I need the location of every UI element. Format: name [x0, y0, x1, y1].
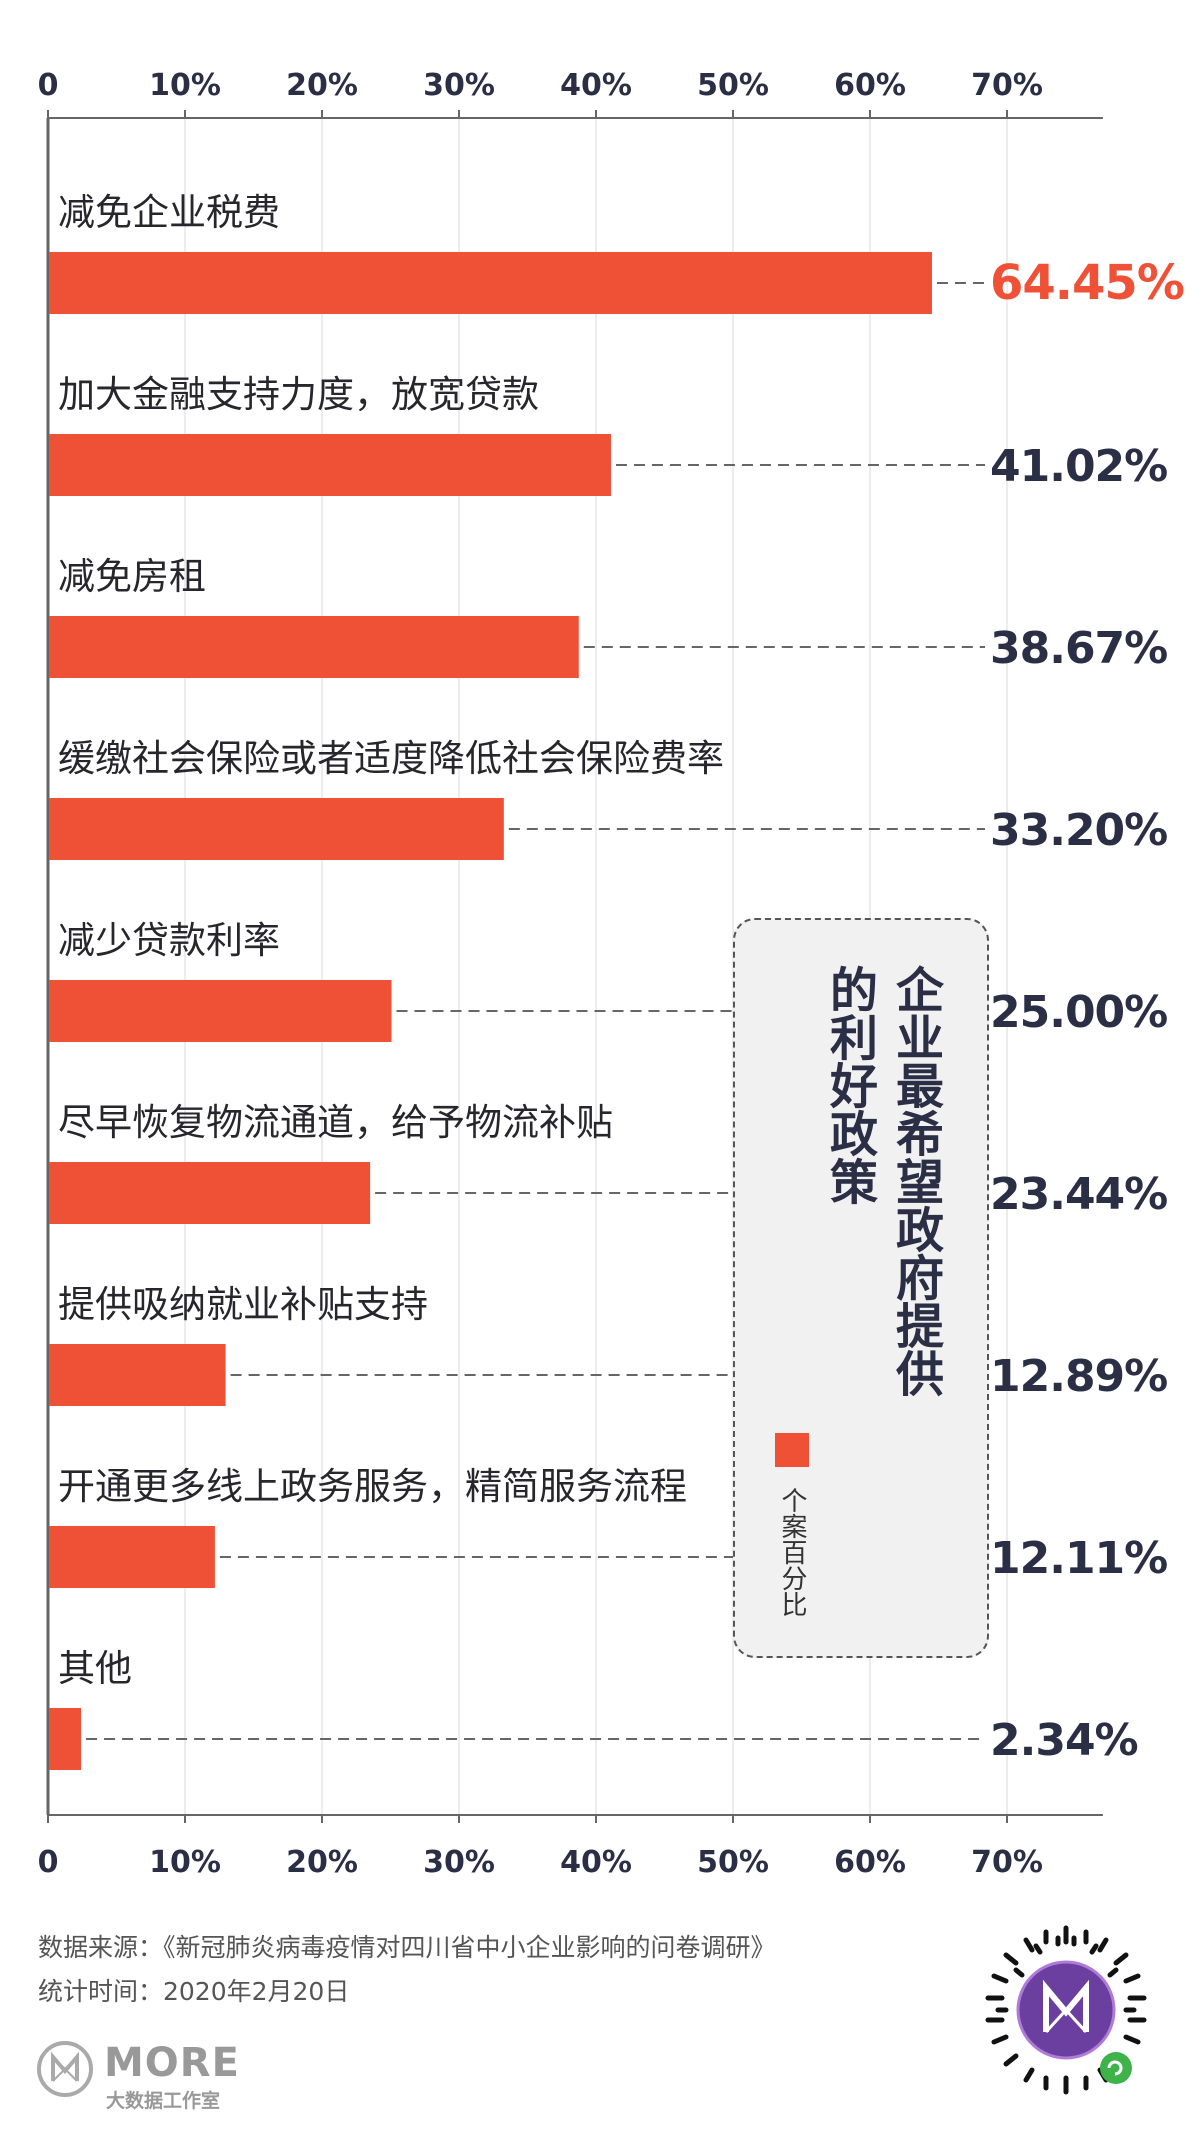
value-label: 2.34%: [990, 1715, 1138, 1766]
category-label: 开通更多线上政务服务，精简服务流程: [58, 1465, 687, 1508]
bar: [49, 252, 932, 314]
x-tick-label-bottom: 40%: [560, 1845, 632, 1880]
x-tick-label-bottom: 60%: [834, 1845, 906, 1880]
x-tick-label-bottom: 30%: [423, 1845, 495, 1880]
value-label: 12.11%: [990, 1533, 1167, 1584]
category-label: 其他: [58, 1647, 132, 1690]
x-tick-label-bottom: 50%: [697, 1845, 769, 1880]
chart-title-line-1: 企业最希望政府提供: [887, 965, 943, 1397]
x-tick-label-top: 20%: [286, 68, 358, 103]
value-label: 38.67%: [990, 623, 1167, 674]
bar: [49, 616, 579, 678]
stat-date: 统计时间：2020年2月20日: [38, 1977, 350, 2006]
x-tick-label-top: 0: [38, 68, 59, 103]
bar: [49, 1526, 215, 1588]
x-tick-label-bottom: 10%: [149, 1845, 221, 1880]
chart-title-line-2: 的利好政策: [821, 965, 877, 1205]
x-tick-label-bottom: 20%: [286, 1845, 358, 1880]
logo-mark-icon: [37, 2041, 93, 2097]
bar: [49, 798, 504, 860]
bar: [49, 434, 611, 496]
bar: [49, 1344, 226, 1406]
data-source: 数据来源：《新冠肺炎病毒疫情对四川省中小企业影响的问卷调研》: [38, 1933, 776, 1962]
category-label: 提供吸纳就业补贴支持: [58, 1283, 428, 1326]
value-label: 23.44%: [990, 1169, 1167, 1220]
category-label: 加大金融支持力度，放宽贷款: [58, 373, 539, 416]
more-logo: MORE 大数据工作室: [36, 2040, 276, 2112]
bar: [49, 1162, 371, 1224]
x-tick-label-top: 50%: [697, 68, 769, 103]
mini-program-qr-icon: [976, 1920, 1156, 2100]
legend-swatch: [775, 1433, 809, 1467]
category-label: 减免企业税费: [58, 191, 280, 234]
legend-label: 个案百分比: [777, 1487, 807, 1617]
value-label: 25.00%: [990, 987, 1167, 1038]
value-label: 12.89%: [990, 1351, 1167, 1402]
x-tick-label-bottom: 0: [38, 1845, 59, 1880]
x-tick-label-top: 30%: [423, 68, 495, 103]
x-tick-label-top: 70%: [971, 68, 1043, 103]
x-tick-label-bottom: 70%: [971, 1845, 1043, 1880]
logo-subtitle: 大数据工作室: [106, 2090, 221, 2112]
value-label: 64.45%: [990, 255, 1184, 311]
category-label: 缓缴社会保险或者适度降低社会保险费率: [58, 737, 724, 780]
logo-name: MORE: [104, 2040, 240, 2086]
value-label: 41.02%: [990, 441, 1167, 492]
bar-chart: 0 0 10% 10% 20% 20% 30% 30% 40% 40% 50% 50% 60% 60% 70…: [38, 68, 1185, 1880]
bar: [49, 1708, 82, 1770]
category-label: 减少贷款利率: [58, 919, 280, 962]
title-legend-box: 企业最希望政府提供 的利好政策 个案百分比: [733, 918, 989, 1658]
x-tick-label-top: 40%: [560, 68, 632, 103]
value-label: 33.20%: [990, 805, 1167, 856]
category-label: 减免房租: [58, 555, 206, 598]
x-tick-label-top: 10%: [149, 68, 221, 103]
x-tick-label-top: 60%: [834, 68, 906, 103]
bar: [49, 980, 392, 1042]
category-label: 尽早恢复物流通道，给予物流补贴: [58, 1101, 613, 1144]
